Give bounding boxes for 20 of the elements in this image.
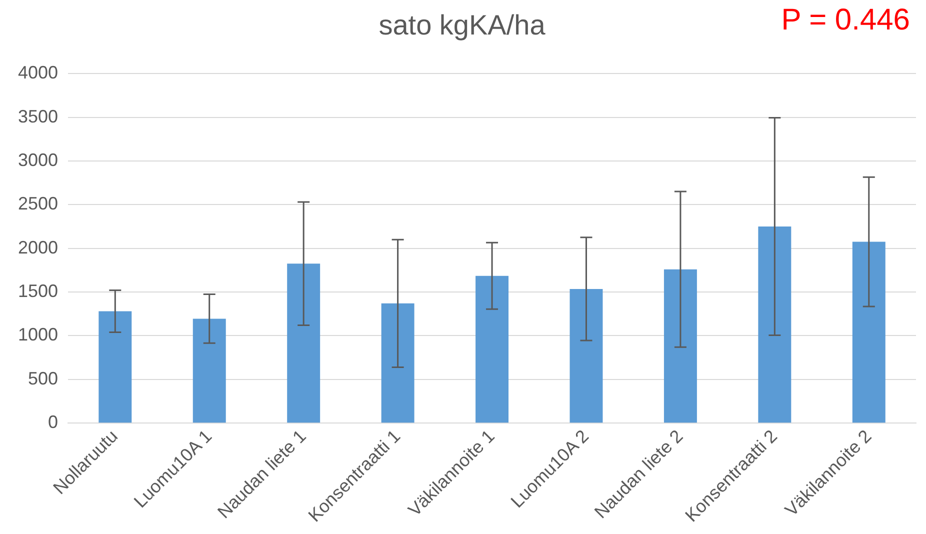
y-tick-label: 500 xyxy=(28,368,58,388)
y-tick-label: 3500 xyxy=(18,106,58,126)
bar xyxy=(664,269,697,423)
y-tick-label: 4000 xyxy=(18,62,58,83)
bar xyxy=(381,303,414,423)
y-tick-label: 1500 xyxy=(18,281,58,302)
bar xyxy=(287,264,320,423)
bar xyxy=(570,288,603,423)
bar xyxy=(852,242,886,423)
bar xyxy=(98,311,132,423)
y-tick-label: 0 xyxy=(48,412,58,432)
chart-title: sato kgKA/ha xyxy=(378,10,546,41)
y-tick-label: 3000 xyxy=(18,150,58,170)
bar xyxy=(192,318,226,423)
text: P = 0.446 xyxy=(781,3,910,36)
bar xyxy=(476,276,509,423)
y-tick-label: 2500 xyxy=(18,194,58,214)
y-tick-label: 1000 xyxy=(18,324,58,345)
bar xyxy=(758,226,792,423)
y-tick-label: 2000 xyxy=(18,237,58,258)
